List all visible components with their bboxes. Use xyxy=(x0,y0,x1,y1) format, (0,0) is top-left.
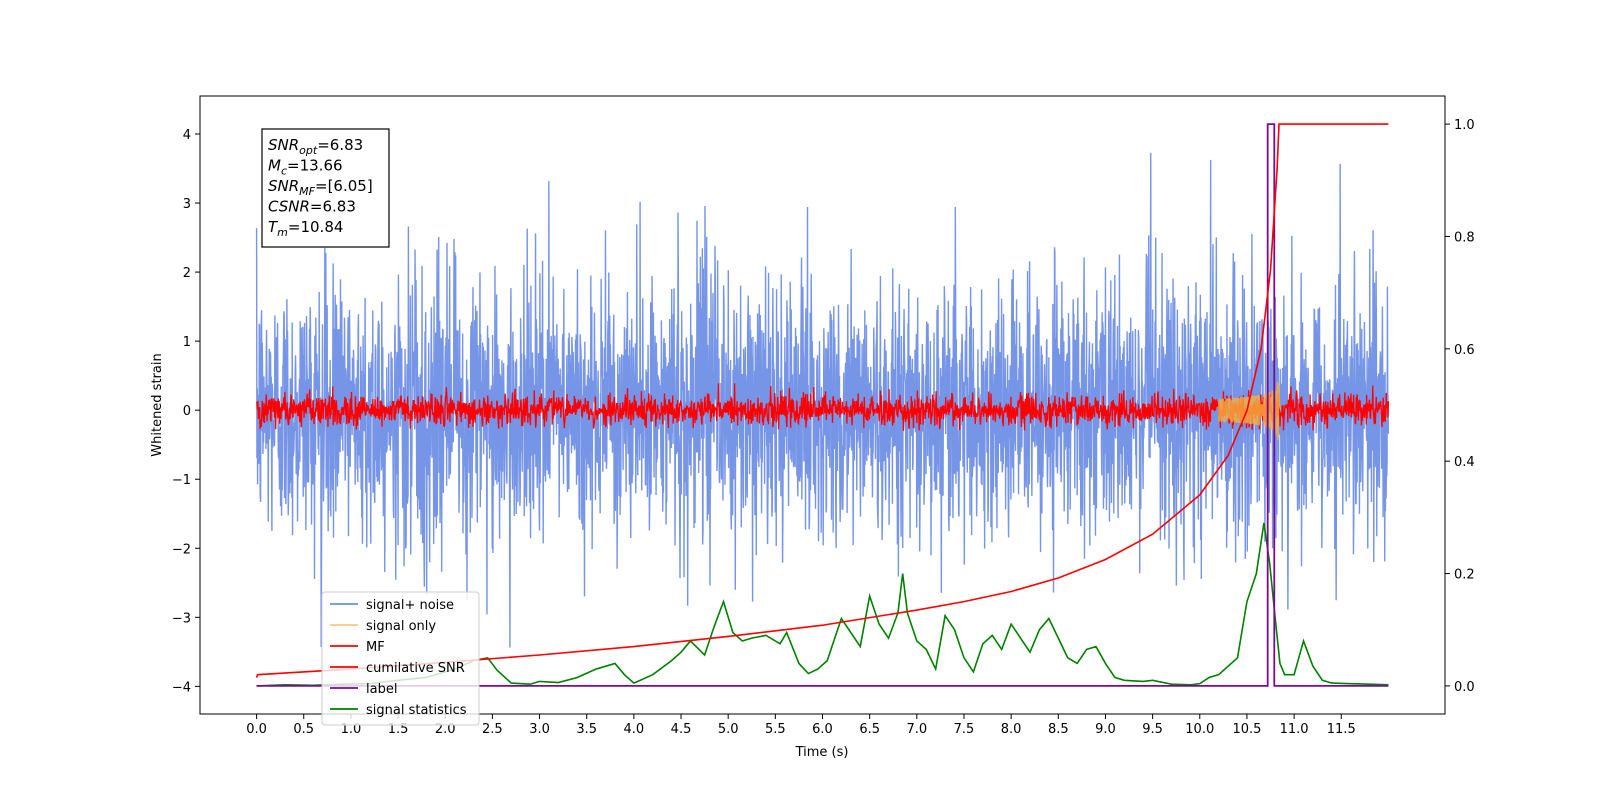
x-tick-label: 2.0 xyxy=(435,722,456,737)
legend-label: signal+ noise xyxy=(366,598,454,613)
annotation-line: CSNR=6.83 xyxy=(268,198,356,216)
x-tick-label: 0.0 xyxy=(246,722,267,737)
y-left-tick-label: 0 xyxy=(183,404,191,419)
x-tick-label: 10.5 xyxy=(1232,722,1261,737)
x-tick-label: 1.5 xyxy=(388,722,409,737)
y-left-tick-label: 1 xyxy=(183,335,191,350)
series-layer xyxy=(255,123,1390,687)
y-right-tick-label: 0.0 xyxy=(1454,680,1475,695)
y-left-tick-label: 3 xyxy=(183,197,191,212)
y-right-tick-label: 0.6 xyxy=(1454,343,1475,358)
annotation-line: SNRopt=6.83 xyxy=(268,136,363,157)
x-tick-label: 4.5 xyxy=(671,722,692,737)
series-line-cumulative-snr xyxy=(255,123,1389,678)
annotation-value: =6.83 xyxy=(310,198,356,216)
annotation-subscript: opt xyxy=(299,144,318,157)
annotation-symbol: M xyxy=(268,157,281,175)
y-left-tick-label: −1 xyxy=(172,473,191,488)
annotation-subscript: c xyxy=(281,165,287,178)
x-tick-label: 3.5 xyxy=(576,722,597,737)
legend: signal+ noise signal only MF cumilative SNR… xyxy=(321,591,480,726)
annotation-value: =6.83 xyxy=(317,136,363,154)
x-tick-label: 5.0 xyxy=(718,722,739,737)
y-right-tick-label: 0.2 xyxy=(1454,568,1475,583)
x-axis-label: Time (s) xyxy=(795,745,849,760)
annotation-value: =[6.05] xyxy=(315,177,373,195)
x-tick-label: 1.0 xyxy=(341,722,362,737)
annotation-symbol: SNR xyxy=(268,177,299,195)
annotation-value: =10.84 xyxy=(288,218,344,236)
x-tick-label: 6.5 xyxy=(859,722,880,737)
x-tick-label: 4.0 xyxy=(624,722,645,737)
annotation-line: Tm=10.84 xyxy=(268,218,343,239)
annotation-symbol: T xyxy=(268,218,279,236)
y-left-tick-label: 4 xyxy=(183,128,191,143)
x-tick-label: 6.0 xyxy=(812,722,833,737)
x-tick-label: 7.5 xyxy=(954,722,975,737)
y-left-tick-label: −2 xyxy=(172,542,191,557)
legend-label: cumilative SNR xyxy=(366,661,465,676)
annotation-line: Mc=13.66 xyxy=(268,157,343,178)
legend-label: signal only xyxy=(366,619,436,634)
x-tick-label: 9.5 xyxy=(1142,722,1163,737)
x-tick-label: 8.0 xyxy=(1001,722,1022,737)
legend-label: MF xyxy=(366,640,385,655)
series-line-mf xyxy=(255,383,1390,431)
series-line-label xyxy=(256,123,1389,687)
series-line-signal-noise xyxy=(255,152,1390,648)
annotation-subscript: MF xyxy=(299,185,315,198)
y-axis-right: 0.0 0.2 0.4 0.6 0.8 1.0 xyxy=(1445,118,1475,695)
annotation-symbol: SNR xyxy=(268,136,299,154)
legend-label: signal statistics xyxy=(366,703,467,718)
y-right-tick-label: 0.4 xyxy=(1454,455,1475,470)
annotation-box: SNRopt=6.83Mc=13.66SNRMF=[6.05]CSNR=6.83… xyxy=(261,128,390,248)
legend-label: label xyxy=(366,682,397,697)
legend-frame xyxy=(321,591,480,726)
y-axis-left: −4 −3 −2 −1 0 1 2 3 4 xyxy=(172,128,200,695)
annotation-symbol: CSNR xyxy=(268,198,310,216)
series-line-signal-statistics xyxy=(256,522,1389,687)
annotation-subscript: m xyxy=(277,226,288,239)
y-left-tick-label: −4 xyxy=(172,680,191,695)
x-tick-label: 3.0 xyxy=(529,722,550,737)
x-axis: 0.0 0.5 1.0 1.5 2.0 2.5 3.0 3.5 4.0 4.5 5.0 5.5 6.0 6… xyxy=(246,714,1356,737)
x-tick-label: 8.5 xyxy=(1048,722,1069,737)
y-right-tick-label: 0.8 xyxy=(1454,230,1475,245)
y-left-tick-label: −3 xyxy=(172,611,191,626)
y-axis-label: Whitened strain xyxy=(150,353,165,456)
annotation-frame xyxy=(261,128,390,248)
x-tick-label: 7.0 xyxy=(906,722,927,737)
x-tick-label: 10.0 xyxy=(1185,722,1214,737)
y-right-tick-label: 1.0 xyxy=(1454,118,1475,133)
annotation-value: =13.66 xyxy=(287,157,343,175)
x-tick-label: 2.5 xyxy=(482,722,503,737)
x-tick-label: 11.5 xyxy=(1327,722,1356,737)
x-tick-label: 5.5 xyxy=(765,722,786,737)
annotation-line: SNRMF=[6.05] xyxy=(268,177,373,198)
x-tick-label: 9.0 xyxy=(1095,722,1116,737)
x-tick-label: 11.0 xyxy=(1280,722,1309,737)
y-left-tick-label: 2 xyxy=(183,266,191,281)
x-tick-label: 0.5 xyxy=(293,722,314,737)
